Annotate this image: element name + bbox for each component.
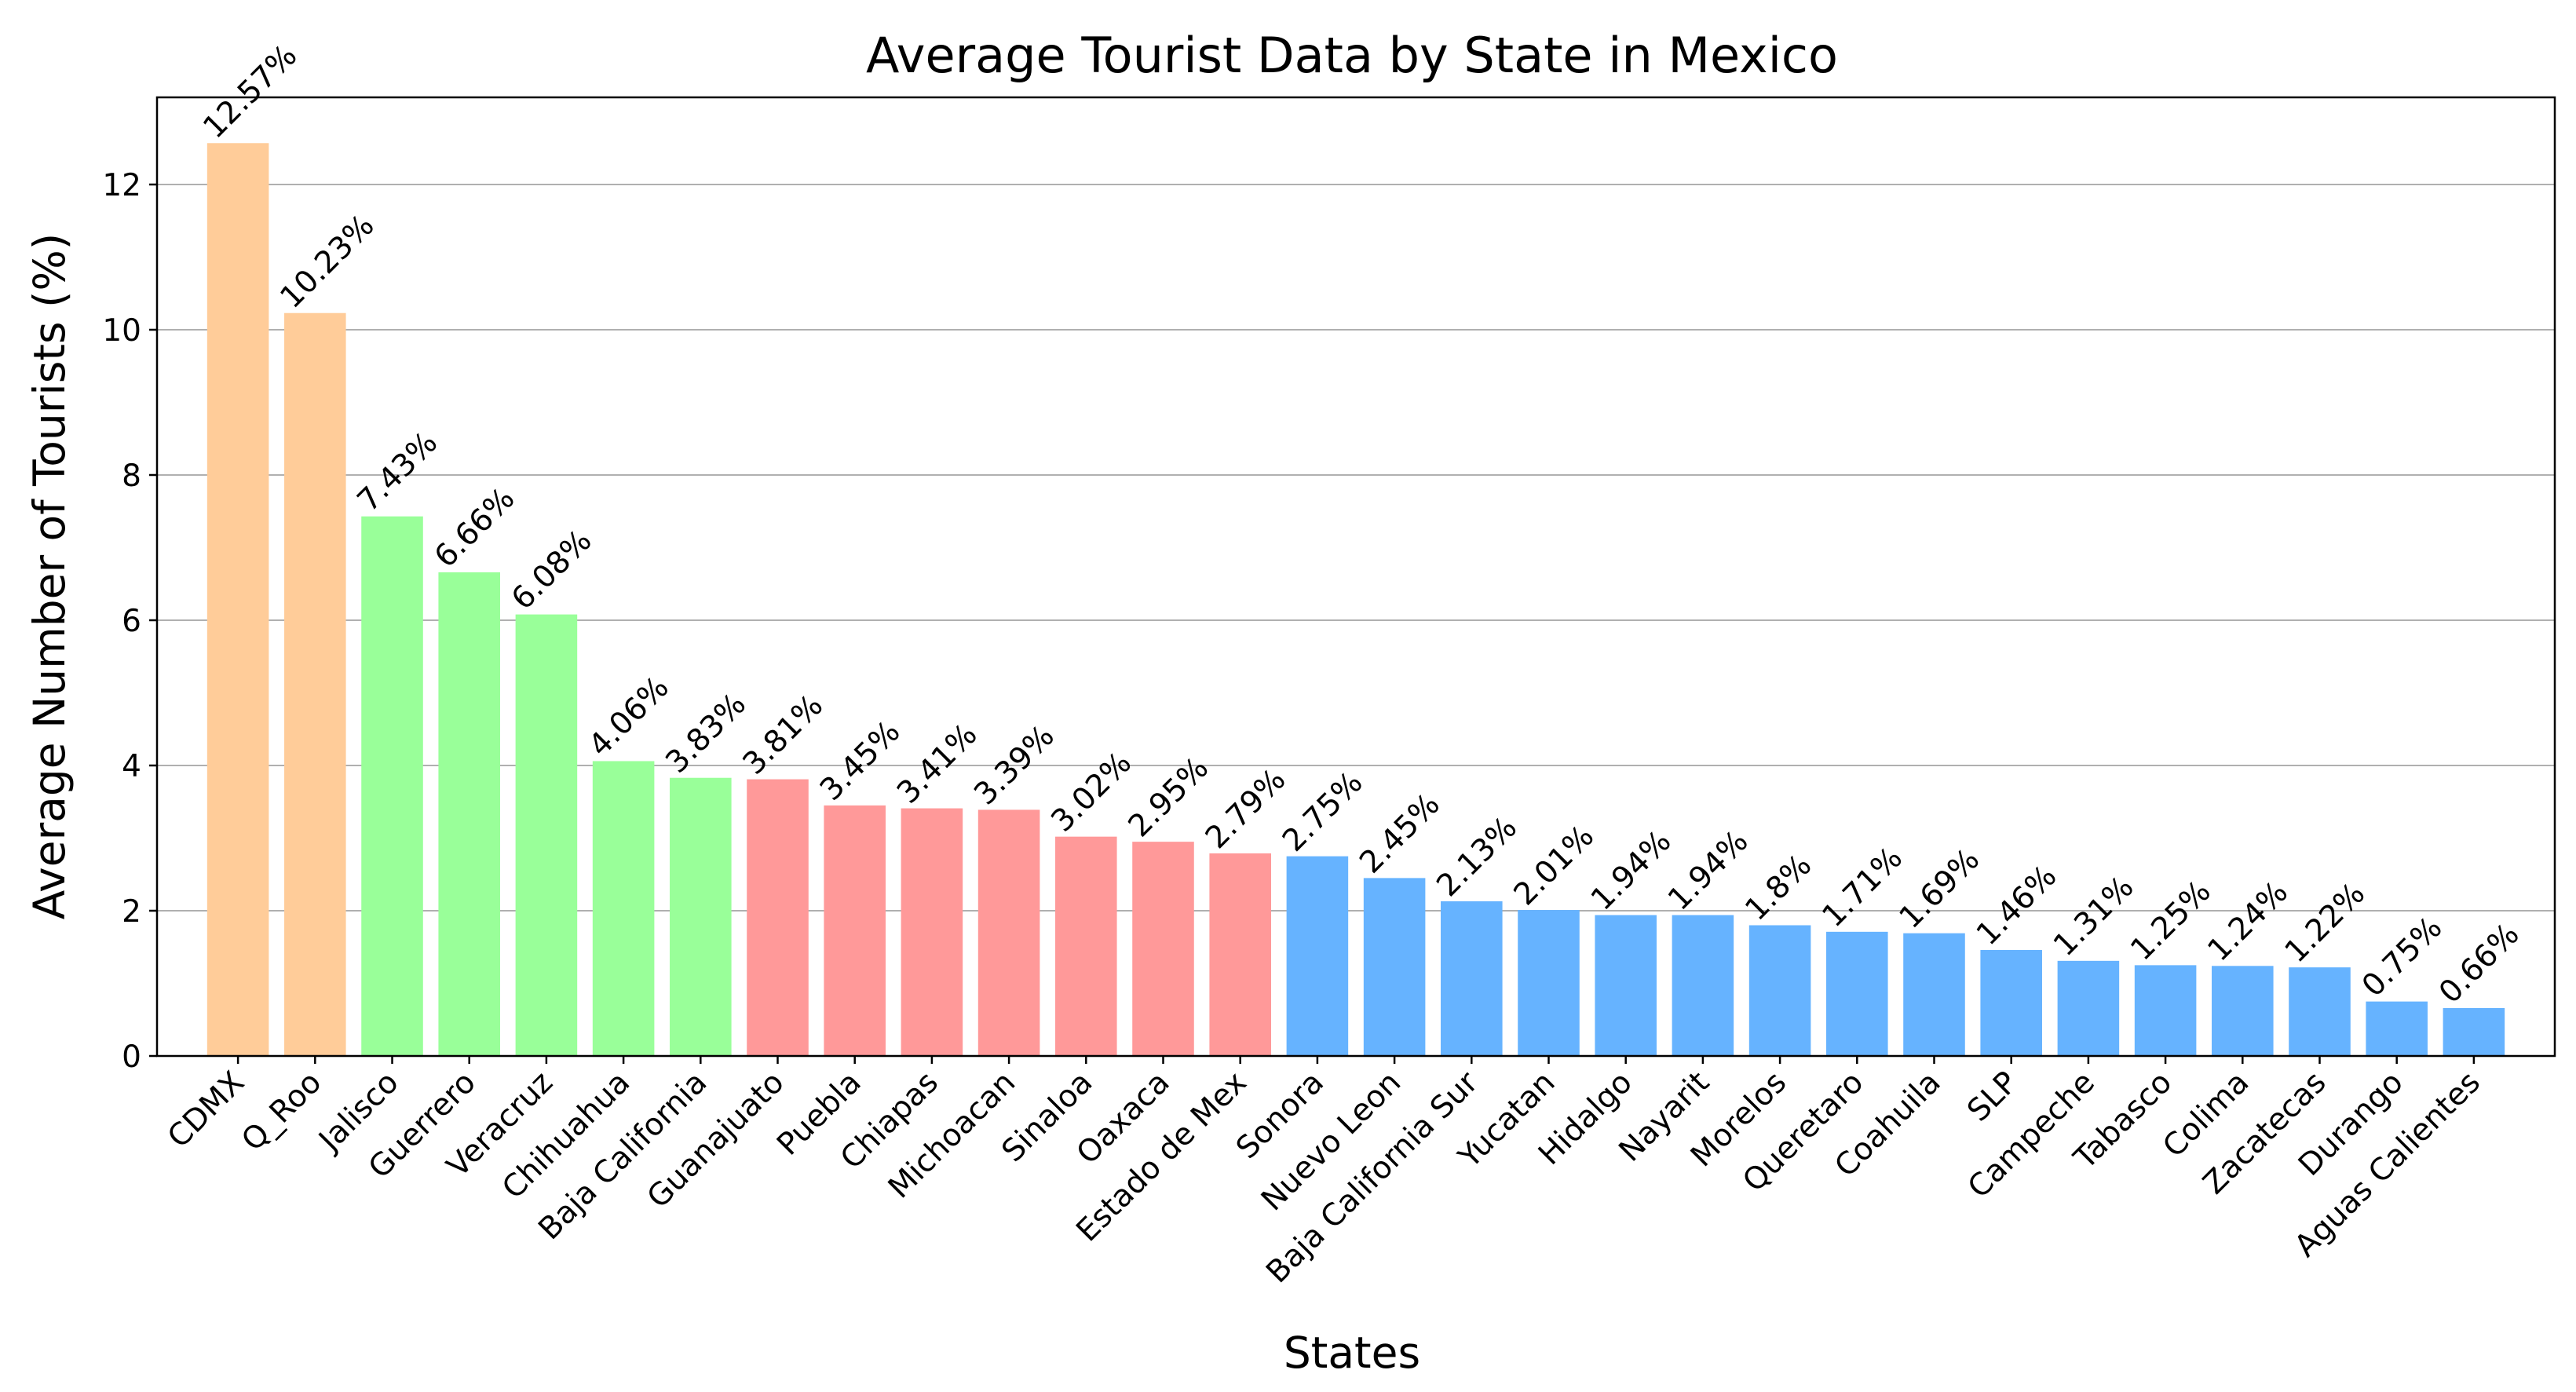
data-label: 0.66% <box>2432 917 2526 1010</box>
data-label: 1.69% <box>1893 842 1986 935</box>
bar <box>670 777 732 1056</box>
bar <box>1672 915 1734 1056</box>
y-tick-label: 2 <box>122 894 141 930</box>
data-label: 6.66% <box>428 481 521 575</box>
bar <box>1132 842 1194 1056</box>
data-label: 3.41% <box>890 717 984 810</box>
data-label: 1.25% <box>2124 874 2217 967</box>
bar <box>901 808 963 1056</box>
bar <box>1441 901 1503 1056</box>
data-label: 1.22% <box>2278 876 2372 970</box>
bar <box>284 312 346 1057</box>
y-tick-label: 4 <box>122 749 141 784</box>
bar <box>747 779 809 1056</box>
data-label: 12.57% <box>196 38 304 145</box>
bar <box>515 614 578 1056</box>
data-label: 10.23% <box>274 208 382 316</box>
bar <box>2289 967 2351 1056</box>
x-tick-label: Q_Roo <box>235 1065 328 1158</box>
bar <box>824 805 886 1056</box>
x-axis-label: States <box>1284 1328 1420 1378</box>
bar <box>592 761 655 1056</box>
bar <box>2443 1007 2505 1056</box>
data-label: 0.75% <box>2355 910 2449 1003</box>
bar <box>1055 836 1117 1056</box>
data-label: 1.8% <box>1738 848 1818 928</box>
bar <box>2134 965 2197 1056</box>
data-label: 3.81% <box>736 688 830 781</box>
bar <box>1826 931 1888 1056</box>
data-label: 3.02% <box>1045 745 1138 838</box>
y-tick-label: 10 <box>102 313 141 349</box>
bar <box>977 809 1040 1056</box>
bar <box>2057 960 2120 1056</box>
data-label: 2.45% <box>1353 787 1446 880</box>
bar <box>1363 878 1426 1056</box>
y-tick-label: 6 <box>122 604 141 639</box>
plot-frame <box>155 96 2556 1058</box>
data-label: 1.71% <box>1816 840 1909 933</box>
bars <box>206 143 2505 1057</box>
x-axis-ticks: CDMXQ_RooJaliscoGuerreroVeracruzChihuahu… <box>161 1056 2487 1290</box>
bar <box>1209 853 1271 1056</box>
bar <box>1980 949 2042 1056</box>
data-label: 7.43% <box>351 425 444 518</box>
y-axis-ticks: 0 2 4 6 8 10 12 <box>102 168 157 1075</box>
bar <box>2366 1001 2428 1056</box>
chart-title: Average Tourist Data by State in Mexico <box>866 27 1838 84</box>
data-label: 3.45% <box>813 714 907 808</box>
y-tick-label: 8 <box>122 459 141 494</box>
x-tick-label: CDMX <box>161 1065 251 1155</box>
data-label: 1.94% <box>1584 824 1678 917</box>
bar <box>206 143 269 1056</box>
bar <box>1903 933 1965 1056</box>
data-label: 2.75% <box>1276 765 1369 858</box>
data-label: 1.24% <box>2201 875 2295 968</box>
bar <box>361 516 423 1056</box>
bar <box>1518 910 1580 1056</box>
x-tick-label: SLP <box>1960 1065 2024 1128</box>
bar <box>1286 856 1349 1056</box>
bar <box>1748 925 1811 1056</box>
data-label: 6.08% <box>505 523 598 616</box>
bar <box>2212 966 2274 1056</box>
bar <box>1595 915 1657 1056</box>
bar <box>438 572 500 1056</box>
y-tick-label: 12 <box>102 168 141 203</box>
y-axis-label: Average Number of Tourists (%) <box>24 233 75 919</box>
y-tick-label: 0 <box>122 1039 141 1075</box>
data-label: 4.06% <box>582 670 675 763</box>
